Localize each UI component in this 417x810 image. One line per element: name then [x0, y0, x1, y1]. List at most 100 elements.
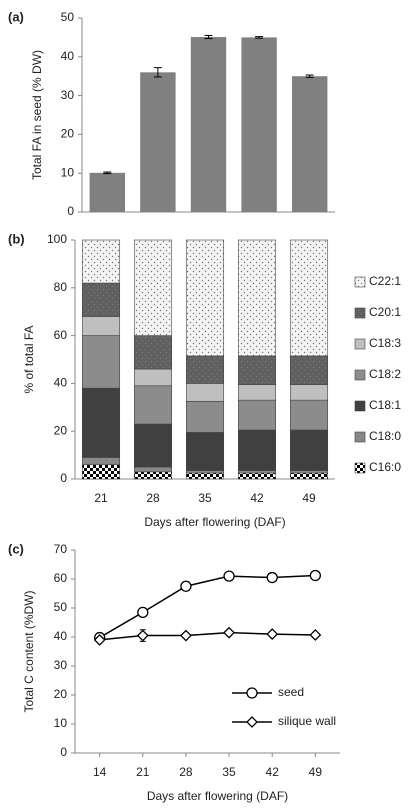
legend-marker — [246, 716, 258, 728]
y-tick-label: 30 — [54, 658, 68, 672]
bar-segment — [237, 470, 277, 474]
x-axis-title: Days after flowering (DAF) — [144, 515, 285, 529]
y-axis-title: % of total FA — [22, 325, 36, 393]
x-tick-label: 42 — [266, 765, 280, 779]
bar-segment — [289, 429, 329, 471]
bar-segment — [81, 335, 121, 389]
y-tick-label: 100 — [47, 232, 67, 246]
point — [223, 626, 235, 639]
bar-segment — [185, 383, 225, 402]
legend-label: C18:0 — [369, 429, 401, 443]
bar-segment — [289, 355, 329, 385]
bar-segment — [133, 423, 173, 468]
point — [223, 570, 235, 582]
y-tick-label: 60 — [54, 328, 68, 342]
x-tick-label: 35 — [198, 491, 212, 505]
bar-segment — [133, 368, 173, 387]
y-tick-label: 0 — [60, 471, 67, 485]
x-tick-label: 49 — [309, 765, 323, 779]
point — [137, 606, 149, 618]
bar-segment — [133, 385, 173, 425]
x-tick-label: 49 — [302, 491, 316, 505]
bar-segment — [133, 471, 173, 480]
x-axis-title: Days after flowering (DAF) — [147, 789, 288, 803]
legend-label: C18:1 — [369, 398, 401, 412]
bar-segment — [289, 239, 329, 357]
bar-segment — [237, 239, 277, 357]
bar-segment — [133, 335, 173, 370]
error-bar — [103, 171, 112, 175]
bar-segment — [81, 387, 121, 458]
y-tick-label: 20 — [61, 127, 75, 141]
x-tick-label: 28 — [146, 491, 160, 505]
y-tick-label: 0 — [67, 204, 74, 218]
bar — [89, 172, 126, 212]
x-tick-label: 28 — [179, 765, 193, 779]
bar-segment — [289, 399, 329, 431]
bar-segment — [185, 432, 225, 471]
legend-swatch — [354, 276, 366, 288]
bar-segment — [289, 384, 329, 401]
y-tick-label: 40 — [54, 629, 68, 643]
bar — [241, 37, 277, 213]
y-axis-title: Total C content (%DW) — [22, 590, 36, 712]
point — [180, 580, 192, 592]
panel-label: (c) — [8, 541, 24, 556]
bar-segment — [237, 355, 277, 385]
y-axis-title: Total FA in seed (% DW) — [30, 50, 44, 180]
legend-swatch — [354, 400, 366, 412]
y-tick-label: 50 — [54, 600, 68, 614]
point — [266, 571, 278, 584]
bar-segment — [237, 384, 277, 401]
y-tick-label: 80 — [54, 280, 68, 294]
point — [309, 569, 321, 582]
legend-label: silique wall — [278, 714, 336, 728]
y-tick-label: 40 — [61, 49, 75, 63]
bar-segment — [81, 457, 121, 465]
bar — [140, 72, 176, 212]
bar-segment — [289, 470, 329, 474]
legend-swatch — [354, 462, 366, 474]
legend-label: seed — [278, 685, 304, 699]
point — [266, 628, 279, 641]
point — [93, 633, 106, 646]
y-tick-label: 40 — [54, 376, 68, 390]
y-tick-label: 0 — [60, 745, 67, 759]
y-tick-label: 10 — [61, 165, 75, 179]
panel-label: (a) — [8, 9, 24, 24]
bar-segment — [133, 466, 173, 473]
bar-segment — [237, 399, 277, 431]
legend-swatch — [354, 369, 366, 381]
y-tick-label: 60 — [54, 571, 68, 585]
legend-swatch — [354, 431, 366, 443]
series-line — [99, 631, 316, 641]
legend-label: C18:2 — [369, 367, 401, 381]
point — [180, 629, 192, 642]
y-tick-label: 30 — [61, 88, 75, 102]
legend-marker — [246, 687, 258, 699]
error-bar — [305, 74, 314, 78]
y-tick-label: 20 — [54, 687, 68, 701]
bar-segment — [81, 316, 121, 336]
bar-segment — [185, 401, 225, 433]
series-line — [99, 574, 316, 639]
point — [136, 629, 149, 642]
bar-segment — [185, 355, 225, 384]
legend-label: C20:1 — [369, 305, 401, 319]
x-tick-label: 35 — [222, 765, 236, 779]
legend-label: C22:1 — [369, 274, 401, 288]
x-tick-label: 21 — [136, 765, 150, 779]
bar-segment — [185, 470, 225, 474]
error-bar — [204, 34, 213, 40]
legend-label: C16:0 — [369, 460, 401, 474]
bar-segment — [237, 429, 277, 471]
panel-label: (b) — [8, 231, 25, 246]
x-tick-label: 42 — [250, 491, 264, 505]
error-bar — [255, 36, 264, 39]
bar-segment — [81, 464, 121, 480]
bar-segment — [289, 472, 329, 480]
x-tick-label: 21 — [94, 491, 108, 505]
y-tick-label: 70 — [54, 542, 68, 556]
